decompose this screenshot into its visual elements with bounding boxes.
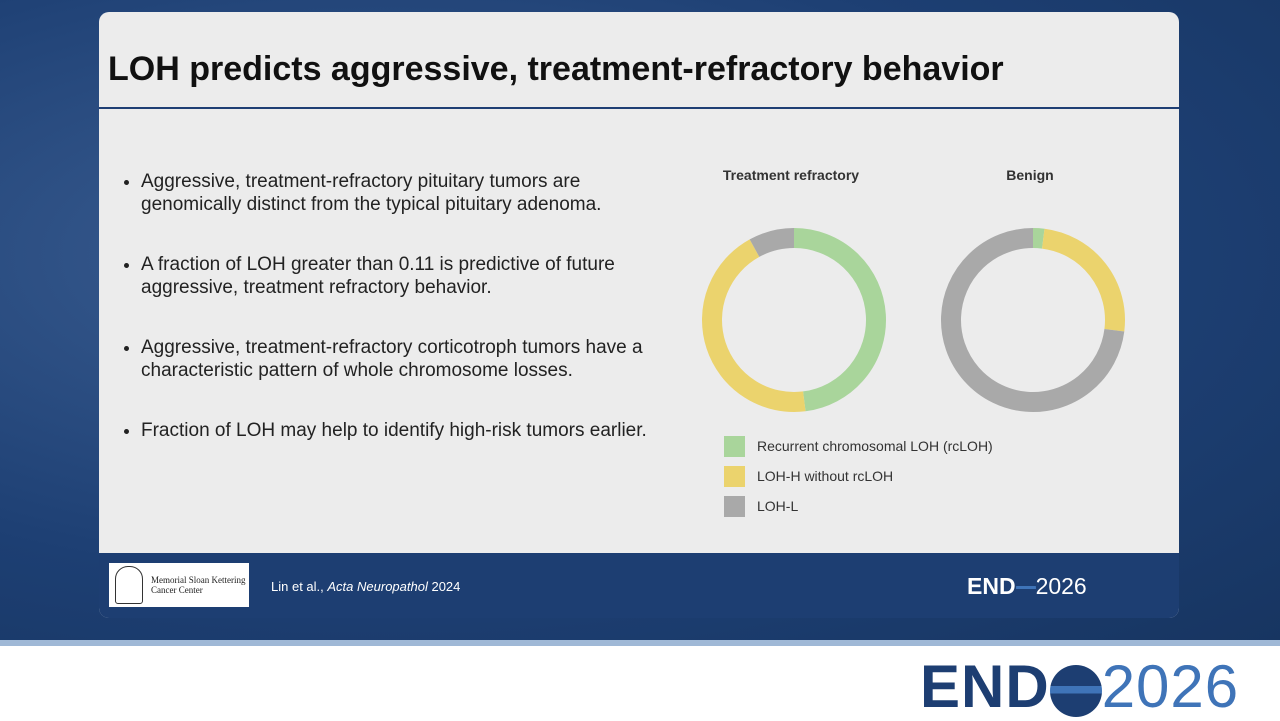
- legend-label: LOH-H without rcLOH: [757, 468, 893, 484]
- msk-mark: [115, 566, 143, 604]
- legend-label: Recurrent chromosomal LOH (rcLOH): [757, 438, 993, 454]
- msk-line: Memorial Sloan Kettering: [151, 575, 246, 585]
- bullet: Aggressive, treatment-refractory cortico…: [141, 336, 651, 382]
- logo-right: 2026: [1035, 573, 1087, 599]
- chart-title: Treatment refractory: [723, 167, 859, 183]
- logo-globe: [1049, 665, 1102, 718]
- authors: Lin et al.,: [271, 579, 324, 594]
- legend-swatch: [724, 436, 745, 457]
- bullet: Fraction of LOH may help to identify hig…: [141, 419, 651, 442]
- chart-title: Benign: [1006, 167, 1053, 183]
- bullet: Aggressive, treatment-refractory pituita…: [141, 170, 651, 216]
- logo-right: 2026: [1101, 653, 1240, 720]
- legend-swatch: [724, 496, 745, 517]
- donut-segment: [793, 228, 886, 412]
- msk-line: Cancer Center: [151, 585, 203, 595]
- donut-segment: [1032, 228, 1045, 249]
- legend-label: LOH-L: [757, 498, 798, 514]
- title-rule: [99, 107, 1179, 109]
- logo-globe: [1015, 577, 1036, 598]
- endo-logo-small: END 2026: [967, 573, 1087, 600]
- logo-left: END: [920, 653, 1050, 720]
- footer: Memorial Sloan Kettering Cancer Center Li…: [99, 553, 1179, 618]
- donut-segment: [749, 228, 795, 258]
- slide-title: LOH predicts aggressive, treatment-refra…: [108, 50, 1004, 88]
- donut-segment: [1041, 228, 1125, 332]
- msk-text: Memorial Sloan Kettering Cancer Center: [151, 575, 245, 595]
- citation: Lin et al., Acta Neuropathol 2024: [271, 579, 460, 594]
- bullet-list: Aggressive, treatment-refractory pituita…: [113, 170, 651, 479]
- legend-swatch: [724, 466, 745, 487]
- journal: Acta Neuropathol: [327, 579, 428, 594]
- charts: Treatment refractory Benign Recurrent chro…: [702, 167, 1125, 517]
- msk-logo: Memorial Sloan Kettering Cancer Center: [109, 563, 249, 607]
- donut-segment: [941, 228, 1125, 412]
- donut-segment: [702, 239, 806, 412]
- slide-panel: LOH predicts aggressive, treatment-refra…: [99, 12, 1179, 618]
- year: 2024: [431, 579, 461, 594]
- logo-left: END: [967, 573, 1016, 599]
- endo-logo: END 2026: [920, 652, 1239, 721]
- bullet: A fraction of LOH greater than 0.11 is p…: [141, 253, 651, 299]
